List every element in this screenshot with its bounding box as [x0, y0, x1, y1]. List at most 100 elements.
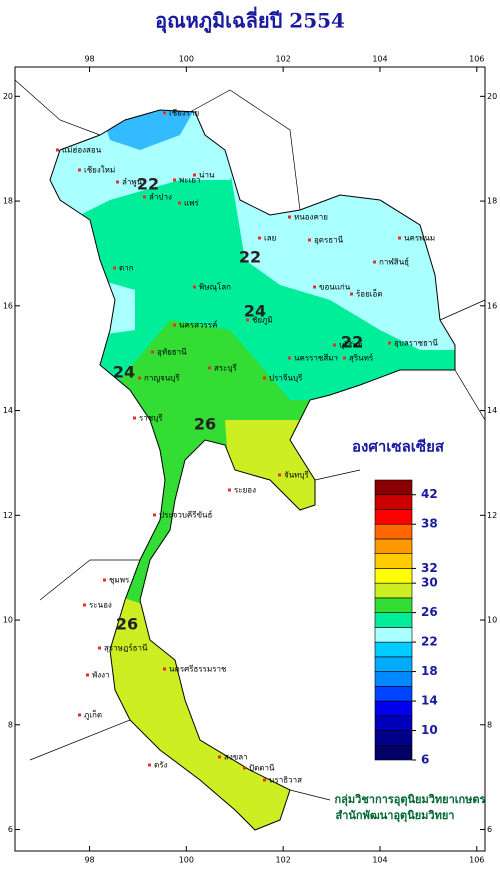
place-label: อุทัยธานี — [157, 348, 187, 357]
x-tick-label: 102 — [276, 856, 291, 865]
place-dot — [373, 260, 376, 264]
contour-label: 22 — [137, 175, 159, 194]
place-dot — [56, 148, 59, 152]
place-label: ระนอง — [89, 601, 112, 610]
place-dot — [138, 376, 141, 380]
place-dot — [208, 366, 211, 370]
place-dot — [86, 673, 89, 677]
place-label: จันทบุรี — [284, 471, 310, 480]
place-dot — [103, 578, 106, 582]
y-tick-label: 14 — [487, 406, 497, 415]
colorbar-box — [374, 568, 413, 584]
colorbar-label: 6 — [421, 753, 429, 767]
place-dot — [148, 763, 151, 767]
place-label: ระยอง — [234, 486, 256, 495]
place-label: ตาก — [119, 264, 134, 273]
place-label: ชัยภูมิ — [252, 316, 273, 326]
place-label: แม่ฮ่องสอน — [62, 146, 102, 155]
colorbar-box — [374, 582, 413, 599]
y-tick-label: 12 — [3, 511, 13, 520]
x-tick-label: 98 — [84, 856, 94, 865]
place-label: สุรินทร์ — [349, 353, 374, 363]
place-label: พิษณุโลก — [199, 282, 231, 292]
y-tick-label: 16 — [487, 301, 497, 310]
place-label: หนองคาย — [294, 213, 328, 222]
colorbar-label: 42 — [421, 487, 438, 501]
place-dot — [333, 343, 336, 347]
place-dot — [263, 376, 266, 380]
colorbar-box — [374, 538, 413, 554]
place-label: นครศรีธรรมราช — [169, 665, 227, 674]
colorbar-box — [374, 671, 413, 687]
place-label: นครราชสีมา — [294, 354, 338, 363]
x-tick-label: 104 — [372, 856, 387, 865]
place-label: นครพนม — [404, 234, 435, 243]
colorbar-box — [374, 612, 413, 628]
colorbar-box — [374, 686, 413, 702]
y-tick-label: 8 — [8, 720, 13, 729]
y-tick-label: 10 — [487, 616, 497, 625]
credit: กลุ่มวิชาการอุตุนิยมวิทยาเกษตร — [335, 793, 486, 807]
place-dot — [228, 488, 231, 492]
x-tick-label: 102 — [276, 55, 291, 64]
y-tick-label: 18 — [487, 197, 497, 206]
colorbar-box — [374, 627, 413, 643]
y-tick-label: 20 — [3, 92, 13, 101]
place-dot — [398, 236, 401, 240]
place-dot — [78, 713, 81, 717]
place-dot — [83, 603, 86, 607]
place-label: บุรีรัมย์ — [339, 340, 363, 350]
place-dot — [288, 356, 291, 360]
place-dot — [388, 341, 391, 345]
place-label: เลย — [264, 234, 276, 243]
place-label: ภูเก็ต — [84, 710, 102, 721]
place-label: แพร่ — [184, 199, 199, 208]
y-tick-label: 8 — [487, 720, 492, 729]
colorbar-box — [374, 656, 413, 672]
place-dot — [246, 318, 249, 322]
colorbar-label: 10 — [421, 723, 438, 737]
place-dot — [78, 168, 81, 172]
contour-label: 24 — [113, 363, 135, 382]
legend-title: องศาเซลเซียส — [352, 438, 445, 456]
place-dot — [133, 416, 136, 420]
place-label: สงขลา — [224, 753, 248, 762]
colorbar-box — [374, 641, 413, 658]
colorbar-label: 30 — [421, 576, 438, 590]
place-label: ร้อยเอ็ด — [356, 289, 383, 299]
colorbar-box — [374, 494, 413, 510]
contour-label: 24 — [244, 302, 266, 321]
y-tick-label: 18 — [3, 197, 13, 206]
y-tick-label: 10 — [3, 616, 13, 625]
credit: สำนักพัฒนาอุตุนิยมวิทยา — [336, 809, 455, 823]
place-label: กาญจนบุรี — [144, 374, 180, 383]
place-dot — [288, 215, 291, 219]
place-dot — [163, 111, 166, 115]
x-tick-label: 100 — [179, 856, 194, 865]
place-dot — [350, 292, 353, 296]
place-label: พะเยา — [179, 176, 200, 185]
place-dot — [263, 778, 266, 782]
colorbar-box — [374, 700, 413, 717]
place-label: อุดรธานี — [314, 236, 344, 245]
colorbar-box — [374, 744, 413, 761]
place-label: ชุมพร — [109, 576, 130, 585]
place-label: อุบลราชธานี — [394, 339, 438, 348]
country-border — [49, 109, 456, 831]
y-tick-label: 6 — [487, 825, 492, 834]
place-label: ลำพูน — [122, 178, 143, 188]
place-label: สระบุรี — [214, 364, 238, 373]
place-dot — [163, 667, 166, 671]
place-label: เชียงราย — [169, 109, 199, 118]
place-label: ปัตตานี — [249, 764, 275, 773]
y-tick-label: 14 — [3, 406, 13, 415]
contour-label: 26 — [194, 415, 216, 434]
place-dot — [113, 266, 116, 270]
place-dot — [313, 285, 316, 289]
colorbar-box — [374, 730, 413, 746]
place-dot — [143, 195, 146, 199]
x-tick-label: 98 — [84, 55, 94, 64]
place-dot — [218, 755, 221, 759]
place-dot — [151, 350, 154, 354]
x-tick-label: 106 — [469, 55, 484, 64]
